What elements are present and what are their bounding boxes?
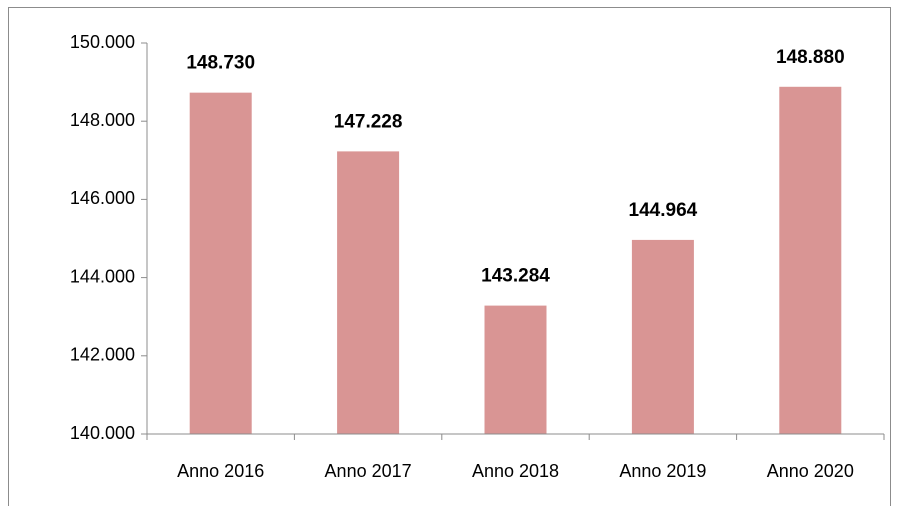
y-tick-label: 148.000: [70, 110, 135, 130]
x-tick-label: Anno 2020: [767, 461, 854, 481]
bar: [484, 305, 547, 434]
bar: [337, 151, 400, 434]
x-tick-label: Anno 2019: [619, 461, 706, 481]
y-tick-label: 146.000: [70, 188, 135, 208]
value-label: 148.730: [186, 53, 255, 74]
x-tick-label: Anno 2016: [177, 461, 264, 481]
value-label: 143.284: [481, 266, 550, 287]
value-label: 144.964: [629, 200, 698, 221]
y-tick-label: 144.000: [70, 266, 135, 286]
bar: [779, 86, 842, 435]
value-label: 147.228: [334, 111, 403, 132]
x-tick-label: Anno 2018: [472, 461, 559, 481]
value-label: 148.880: [776, 47, 845, 68]
y-tick-label: 142.000: [70, 345, 135, 365]
bar: [189, 92, 252, 435]
chart-frame: [8, 7, 891, 506]
x-tick-label: Anno 2017: [325, 461, 412, 481]
bar: [631, 239, 694, 434]
y-tick-label: 150.000: [70, 32, 135, 52]
y-tick-label: 140.000: [70, 423, 135, 443]
